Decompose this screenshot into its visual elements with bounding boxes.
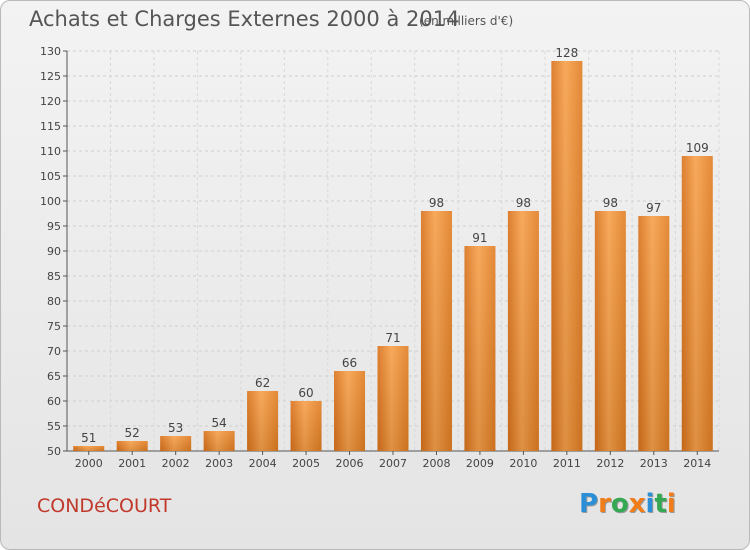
bar-value-label: 91	[472, 231, 487, 245]
logo-letter: i	[666, 489, 676, 519]
y-tick-label: 100	[40, 195, 61, 208]
y-tick-label: 50	[47, 445, 61, 458]
bar-value-label: 97	[646, 201, 661, 215]
y-tick-label: 55	[47, 420, 61, 433]
bar-shade	[334, 371, 366, 451]
bar-shade	[73, 446, 105, 451]
x-tick-label: 2009	[466, 457, 494, 470]
x-tick-label: 2000	[75, 457, 103, 470]
bar-shade	[290, 401, 322, 451]
logo-letter: t	[654, 489, 667, 519]
bar-value-label: 128	[555, 46, 578, 60]
city-name: CONDéCOURT	[37, 495, 172, 517]
y-tick-label: 90	[47, 245, 61, 258]
chart-title: Achats et Charges Externes 2000 à 2014	[29, 7, 460, 31]
x-tick-label: 2002	[162, 457, 190, 470]
bar-layer	[73, 61, 713, 451]
bar-shade	[681, 156, 713, 451]
x-tick-label: 2012	[596, 457, 624, 470]
bar-shade	[594, 211, 626, 451]
bar-value-label: 52	[125, 426, 140, 440]
bar-value-label: 71	[385, 331, 400, 345]
x-tick-label: 2005	[292, 457, 320, 470]
y-tick-label: 70	[47, 345, 61, 358]
x-tick-label: 2004	[249, 457, 277, 470]
y-tick-label: 130	[40, 45, 61, 58]
y-tick-label: 105	[40, 170, 61, 183]
x-tick-label: 2007	[379, 457, 407, 470]
bar-shade	[247, 391, 279, 451]
bar-value-label: 53	[168, 421, 183, 435]
bar-value-label: 60	[298, 386, 313, 400]
y-tick-label: 85	[47, 270, 61, 283]
logo-letter: o	[610, 489, 629, 519]
x-tick-label: 2011	[553, 457, 581, 470]
y-tick-label: 60	[47, 395, 61, 408]
bar-shade	[420, 211, 452, 451]
logo-letter: P	[579, 489, 599, 519]
x-tick-label: 2014	[683, 457, 711, 470]
logo-letter: i	[645, 489, 655, 519]
bar-value-label: 98	[603, 196, 618, 210]
x-tick-label: 2006	[336, 457, 364, 470]
x-tick-label: 2010	[509, 457, 537, 470]
y-tick-label: 95	[47, 220, 61, 233]
chart-subtitle: (en milliers d'€)	[419, 14, 514, 28]
x-tick-label: 2003	[205, 457, 233, 470]
y-tick-label: 110	[40, 145, 61, 158]
bar-shade	[551, 61, 583, 451]
y-tick-label: 75	[47, 320, 61, 333]
bar-shade	[638, 216, 670, 451]
logo-letter: r	[598, 489, 611, 519]
bar-value-label: 51	[81, 431, 96, 445]
y-tick-label: 125	[40, 70, 61, 83]
bar-value-label: 66	[342, 356, 357, 370]
y-tick-label: 80	[47, 295, 61, 308]
label-layer: 2000 51 2001 52 2002 53 2003 54 2004 62 2005 60 2006…	[75, 46, 712, 470]
bar-shade	[203, 431, 235, 451]
x-tick-label: 2013	[640, 457, 668, 470]
x-tick-label: 2008	[422, 457, 450, 470]
bar-shade	[160, 436, 192, 451]
bar-value-label: 98	[516, 196, 531, 210]
y-tick-label: 65	[47, 370, 61, 383]
proxiti-logo[interactable]: Proxiti	[579, 489, 676, 519]
bar-value-label: 98	[429, 196, 444, 210]
bar-shade	[507, 211, 539, 451]
logo-letter: x	[628, 489, 646, 519]
bar-value-label: 54	[211, 416, 226, 430]
x-tick-label: 2001	[118, 457, 146, 470]
y-tick-label: 115	[40, 120, 61, 133]
bar-value-label: 109	[686, 141, 709, 155]
axis-layer: 50 55 60 65 70 75 80 85 90 95 100 105 110 115 120 125 13…	[40, 45, 719, 458]
bar-value-label: 62	[255, 376, 270, 390]
y-tick-label: 120	[40, 95, 61, 108]
bar-shade	[116, 441, 148, 451]
bar-shade	[377, 346, 409, 451]
bar-shade	[464, 246, 496, 451]
